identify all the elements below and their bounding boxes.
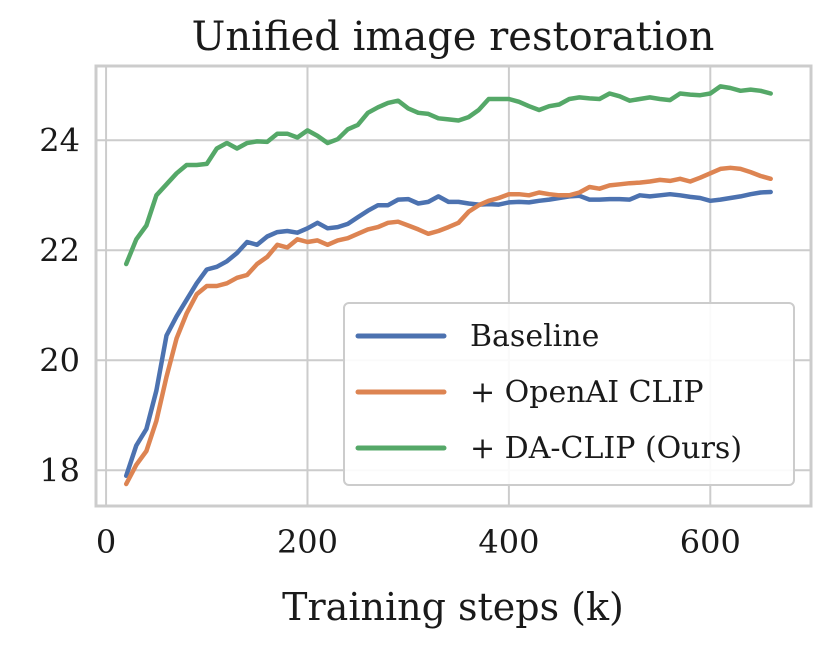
series-line-3 [123,84,773,267]
y-tick-label: 20 [39,341,80,379]
chart-title: Unified image restoration [192,14,715,60]
x-tick-label: 200 [277,523,338,561]
x-axis-label: Training steps (k) [282,585,624,629]
x-tick-label: 600 [680,523,741,561]
x-tick-labels: 0 200 400 600 [96,523,741,561]
y-tick-label: 22 [39,231,80,269]
legend-label-2: + OpenAI CLIP [470,375,704,410]
plot-frame [94,64,813,508]
series-lines [123,84,773,487]
x-tick-label: 0 [96,523,116,561]
x-tick-label: 400 [478,523,539,561]
series-line-1 [123,189,773,479]
y-tick-label: 18 [39,451,80,489]
y-tick-labels: 18 20 22 24 [39,121,80,489]
y-tick-label: 24 [39,121,80,159]
series-line-2 [123,165,773,487]
legend-box [343,302,795,486]
legend-label-3: + DA-CLIP (Ours) [470,431,742,466]
legend-label-1: Baseline [470,319,599,354]
legend: Baseline + OpenAI CLIP + DA-CLIP (Ours) [343,302,795,486]
